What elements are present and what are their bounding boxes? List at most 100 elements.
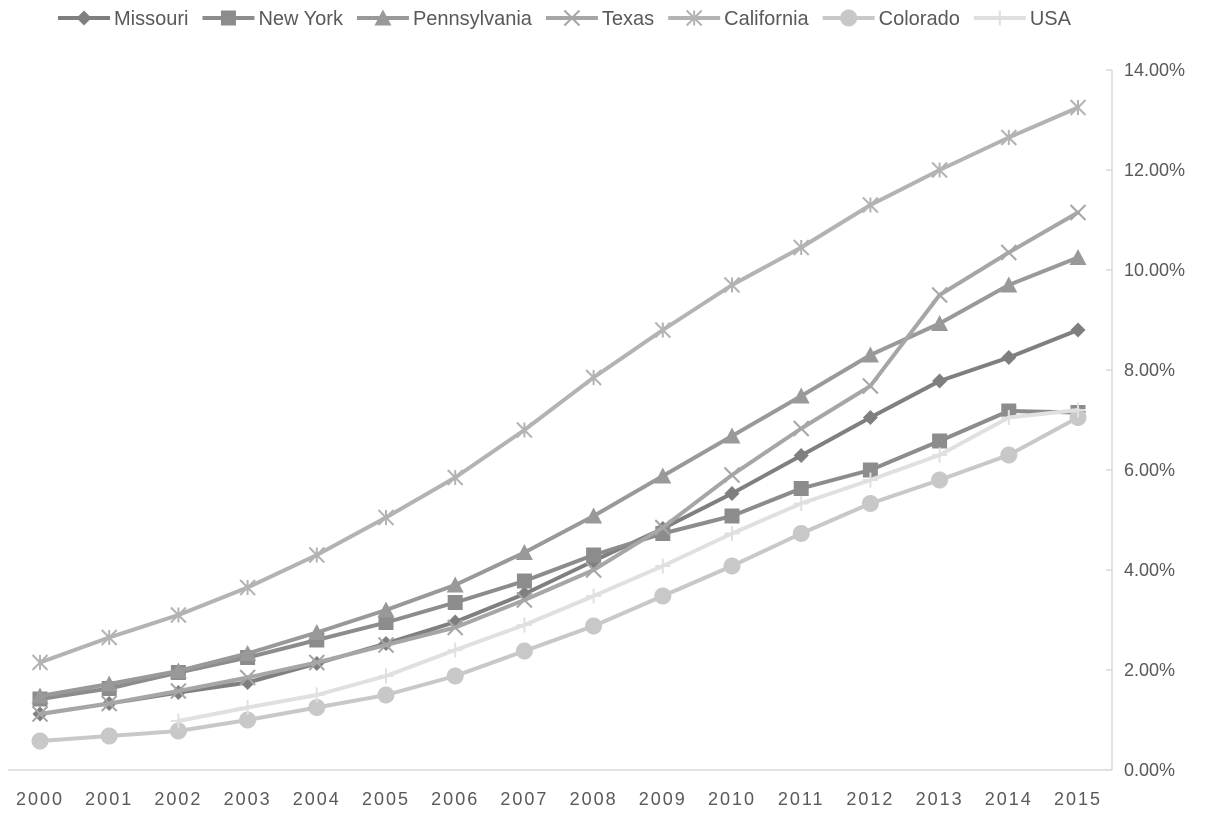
data-point <box>1069 204 1087 221</box>
legend-marker <box>840 9 858 27</box>
data-point <box>724 508 740 524</box>
data-point <box>447 642 463 658</box>
data-point <box>100 675 118 692</box>
x-tick-label: 2012 <box>846 789 894 809</box>
data-point <box>724 526 740 541</box>
data-point <box>240 700 256 715</box>
series-line <box>38 328 1080 716</box>
x-tick-label: 2014 <box>985 789 1033 809</box>
legend: Missouri New York Pennsylvania Texas Califor… <box>58 8 1072 30</box>
data-point <box>931 286 948 304</box>
data-point <box>170 713 186 729</box>
x-tick-label: 2013 <box>916 789 964 809</box>
data-point <box>100 695 118 712</box>
data-point <box>378 668 394 684</box>
data-point <box>1070 402 1086 418</box>
legend-item: California <box>668 8 810 30</box>
data-point <box>239 579 256 596</box>
data-point <box>861 495 879 512</box>
data-point <box>931 161 948 179</box>
legend-marker <box>220 10 236 26</box>
legend-label: Missouri <box>114 8 188 30</box>
data-point <box>31 654 49 671</box>
data-point <box>31 687 49 704</box>
data-point <box>585 369 602 386</box>
data-point <box>308 546 326 564</box>
x-tick-label: 2001 <box>85 789 133 809</box>
data-point <box>515 544 533 560</box>
data-point <box>723 466 741 484</box>
data-point <box>377 509 395 526</box>
data-point <box>793 481 809 496</box>
data-point <box>31 732 49 750</box>
data-point <box>1001 410 1017 425</box>
y-tick-label: 6.00% <box>1124 460 1175 480</box>
data-point <box>792 239 810 256</box>
data-point <box>100 629 118 646</box>
y-tick-label: 10.00% <box>1124 260 1185 280</box>
data-point <box>308 624 326 640</box>
data-point <box>377 601 395 618</box>
data-point <box>654 467 672 484</box>
data-point <box>100 727 118 745</box>
legend-item: New York <box>202 8 344 30</box>
data-point <box>308 654 326 671</box>
y-tick-label: 0.00% <box>1124 760 1175 780</box>
data-point <box>516 573 532 589</box>
data-point <box>1000 446 1018 464</box>
legend-marker <box>992 10 1008 26</box>
legend-item: Colorado <box>822 8 960 30</box>
data-point <box>862 196 879 214</box>
x-tick-label: 2008 <box>570 789 618 809</box>
data-point <box>516 617 532 633</box>
legend-marker <box>374 9 392 26</box>
data-point <box>1001 350 1017 365</box>
series-colorado <box>31 409 1087 750</box>
data-point <box>932 447 948 463</box>
data-point <box>516 591 533 609</box>
data-point <box>1000 276 1018 293</box>
legend-item: Missouri <box>58 8 188 30</box>
data-point <box>585 561 602 579</box>
legend-marker <box>685 9 703 27</box>
legend-label: Texas <box>602 8 654 30</box>
legend-label: Pennsylvania <box>413 8 533 30</box>
data-point <box>724 486 740 501</box>
legend-item: USA <box>973 8 1072 30</box>
data-point <box>862 462 878 478</box>
data-point <box>1070 322 1086 338</box>
data-point <box>1000 129 1018 146</box>
x-tick-label: 2005 <box>362 789 410 809</box>
legend-item: Texas <box>545 8 654 30</box>
x-tick-label: 2004 <box>293 789 341 809</box>
data-point <box>931 471 949 489</box>
data-point <box>654 519 672 536</box>
series-texas <box>31 204 1087 723</box>
data-point <box>932 373 948 389</box>
data-point <box>239 645 257 661</box>
data-point <box>586 588 602 604</box>
data-point <box>654 587 672 605</box>
data-point <box>169 662 187 679</box>
x-tick-label: 2010 <box>708 789 756 809</box>
y-tick-label: 12.00% <box>1124 160 1185 180</box>
data-point <box>723 557 741 575</box>
data-point <box>654 321 672 339</box>
x-tick-label: 2002 <box>154 789 202 809</box>
legend-item: Pennsylvania <box>356 8 533 30</box>
data-point <box>723 427 741 444</box>
data-point <box>585 617 603 635</box>
x-tick-label: 2007 <box>500 789 548 809</box>
data-point <box>377 636 395 654</box>
data-point <box>447 595 463 610</box>
data-point <box>239 669 256 686</box>
data-point <box>862 410 878 425</box>
data-point <box>1069 249 1087 265</box>
x-tick-label: 2000 <box>16 789 64 809</box>
series-line <box>38 255 1080 698</box>
y-tick-label: 8.00% <box>1124 360 1175 380</box>
data-point <box>1069 99 1087 116</box>
data-point <box>515 642 533 660</box>
